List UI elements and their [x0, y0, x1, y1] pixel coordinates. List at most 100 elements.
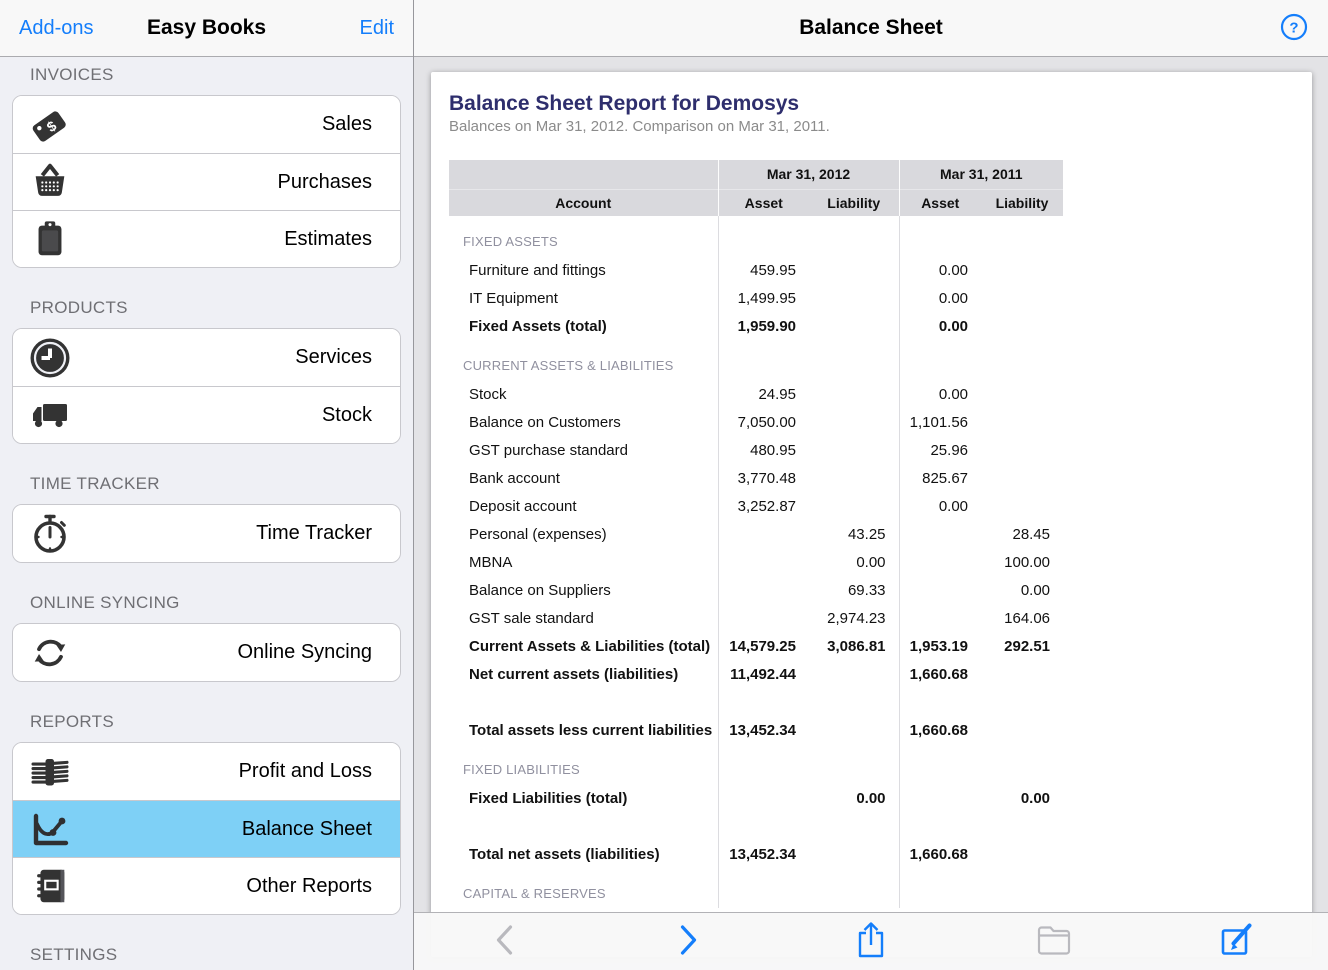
value-cell [981, 284, 1063, 312]
value-cell [809, 812, 899, 840]
blank-header-cell [449, 160, 718, 189]
report-scroll-area[interactable]: Balance Sheet Report for Demosys Balance… [414, 57, 1328, 970]
sidebar-item-time-tracker[interactable]: Time Tracker [13, 505, 400, 562]
account-cell: CURRENT ASSETS & LIABILITIES [463, 358, 674, 373]
value-cell [809, 716, 899, 744]
sidebar-section-time-tracker: TIME TRACKER Time Tracker [12, 474, 401, 563]
sidebar-item-stock[interactable]: Stock [13, 386, 400, 443]
value-cell [809, 492, 899, 520]
compose-button[interactable] [1215, 920, 1259, 964]
table-section-row: FIXED LIABILITIES [449, 744, 1063, 784]
value-cell: 25.96 [898, 436, 982, 464]
sidebar-item-label: Stock [321, 403, 372, 426]
table-row: Stock 24.95 0.00 [449, 380, 1063, 408]
value-cell [717, 520, 809, 548]
value-cell: 11,492.44 [717, 660, 809, 688]
account-cell: Deposit account [469, 497, 577, 515]
value-cell: 1,101.56 [898, 408, 982, 436]
account-cell: Total net assets (liabilities) [469, 845, 660, 863]
sidebar-item-balance-sheet[interactable]: Balance Sheet [13, 800, 400, 857]
sidebar-card: Profit and Loss Balance Sheet Other Report… [12, 742, 401, 915]
account-cell: IT Equipment [469, 289, 558, 307]
table-row: Current Assets & Liabilities (total) 14,5… [449, 632, 1063, 660]
edit-button[interactable]: Edit [359, 16, 394, 39]
sidebar-item-label: Balance Sheet [241, 817, 372, 840]
table-row: Balance on Suppliers 69.33 0.00 [449, 576, 1063, 604]
value-cell [898, 548, 982, 576]
value-cell: 24.95 [717, 380, 809, 408]
table-spacer-row [449, 688, 1063, 716]
share-button[interactable] [849, 920, 893, 964]
chevron-right-icon [674, 923, 702, 960]
table-spacer-row [449, 812, 1063, 840]
section-header-settings: SETTINGS [30, 945, 118, 964]
sidebar-item-services[interactable]: Services [13, 329, 400, 386]
value-cell: 14,579.25 [717, 632, 809, 660]
bottom-toolbar [414, 912, 1328, 970]
sidebar-item-online-syncing[interactable]: Online Syncing [13, 624, 400, 681]
value-cell [717, 604, 809, 632]
value-cell [717, 548, 809, 576]
value-cell: 1,499.95 [717, 284, 809, 312]
sidebar-item-label: Estimates [284, 227, 372, 250]
table-row: Deposit account 3,252.87 0.00 [449, 492, 1063, 520]
notebook-icon [27, 863, 73, 909]
account-cell [449, 688, 718, 716]
value-cell [981, 464, 1063, 492]
value-cell [809, 840, 899, 868]
sidebar-item-purchases[interactable]: Purchases [13, 153, 400, 210]
sidebar-item-estimates[interactable]: Estimates [13, 210, 400, 267]
value-cell [809, 688, 899, 716]
sidebar-card: Online Syncing [12, 623, 401, 682]
help-button[interactable]: ? [1278, 12, 1310, 44]
value-cell [898, 688, 982, 716]
value-cell [717, 868, 809, 908]
value-cell [717, 576, 809, 604]
value-cell: 0.00 [1020, 581, 1051, 599]
back-button[interactable] [483, 920, 527, 964]
value-cell: 459.95 [717, 256, 809, 284]
report-nav-title: Balance Sheet [799, 16, 943, 39]
balance-sheet-table: Mar 31, 2012 Mar 31, 2011 Account Asset … [449, 160, 1064, 908]
account-cell: Balance on Customers [469, 413, 621, 431]
question-mark-icon: ? [1279, 13, 1309, 45]
clipboard-icon [27, 216, 73, 262]
value-cell: 13,452.34 [717, 840, 809, 868]
account-cell: FIXED LIABILITIES [463, 762, 580, 777]
value-cell [981, 744, 1063, 784]
asset-2011-column-header: Asset [898, 188, 982, 216]
folder-button[interactable] [1032, 920, 1076, 964]
price-tag-icon: $ [27, 102, 73, 148]
account-cell: Personal (expenses) [469, 525, 607, 543]
value-cell: 1,953.19 [898, 632, 982, 660]
forward-button[interactable] [666, 920, 710, 964]
line-chart-icon [27, 806, 73, 852]
value-cell: 13,452.34 [717, 716, 809, 744]
value-cell [717, 688, 809, 716]
sidebar-item-profit-and-loss[interactable]: Profit and Loss [13, 743, 400, 800]
section-header-online-syncing: ONLINE SYNCING [30, 593, 180, 612]
table-header: Mar 31, 2012 Mar 31, 2011 Account Asset … [449, 160, 1064, 216]
account-cell: GST sale standard [469, 609, 594, 627]
sidebar-item-sales[interactable]: $ Sales [13, 96, 400, 153]
section-header-reports: REPORTS [30, 712, 114, 731]
chevron-left-icon [491, 923, 519, 960]
value-cell [981, 688, 1063, 716]
sidebar-item-label: Sales [321, 113, 372, 135]
value-cell [981, 492, 1063, 520]
sidebar-item-other-reports[interactable]: Other Reports [13, 857, 400, 914]
table-row: MBNA 0.00 100.00 [449, 548, 1063, 576]
table-section-row: CAPITAL & RESERVES [449, 868, 1063, 908]
add-ons-button[interactable]: Add-ons [19, 16, 94, 39]
period-header-2012: Mar 31, 2012 [717, 160, 900, 189]
value-cell [981, 312, 1063, 340]
table-row: Balance on Customers 7,050.00 1,101.56 [449, 408, 1063, 436]
table-row: Personal (expenses) 43.25 28.45 [449, 520, 1063, 548]
account-cell: Fixed Assets (total) [469, 317, 607, 335]
value-cell: 0.00 [856, 789, 886, 807]
table-row: Furniture and fittings 459.95 0.00 [449, 256, 1063, 284]
sidebar-section-invoices: INVOICES $ Sales Purchases Estimates [12, 65, 401, 268]
app-title: Easy Books [146, 16, 267, 39]
clock-icon [27, 335, 73, 381]
table-row: IT Equipment 1,499.95 0.00 [449, 284, 1063, 312]
